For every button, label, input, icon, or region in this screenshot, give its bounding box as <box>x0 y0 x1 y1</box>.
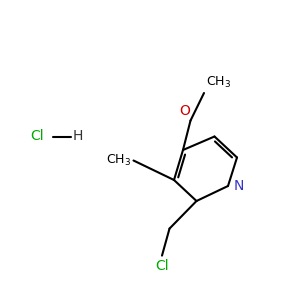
Text: Cl: Cl <box>155 259 169 273</box>
Text: $\mathregular{CH_3}$: $\mathregular{CH_3}$ <box>106 153 131 168</box>
Text: Cl: Cl <box>31 130 44 143</box>
Text: H: H <box>73 130 83 143</box>
Text: O: O <box>179 103 190 118</box>
Text: $\mathregular{CH_3}$: $\mathregular{CH_3}$ <box>206 75 231 90</box>
Text: N: N <box>234 179 244 193</box>
